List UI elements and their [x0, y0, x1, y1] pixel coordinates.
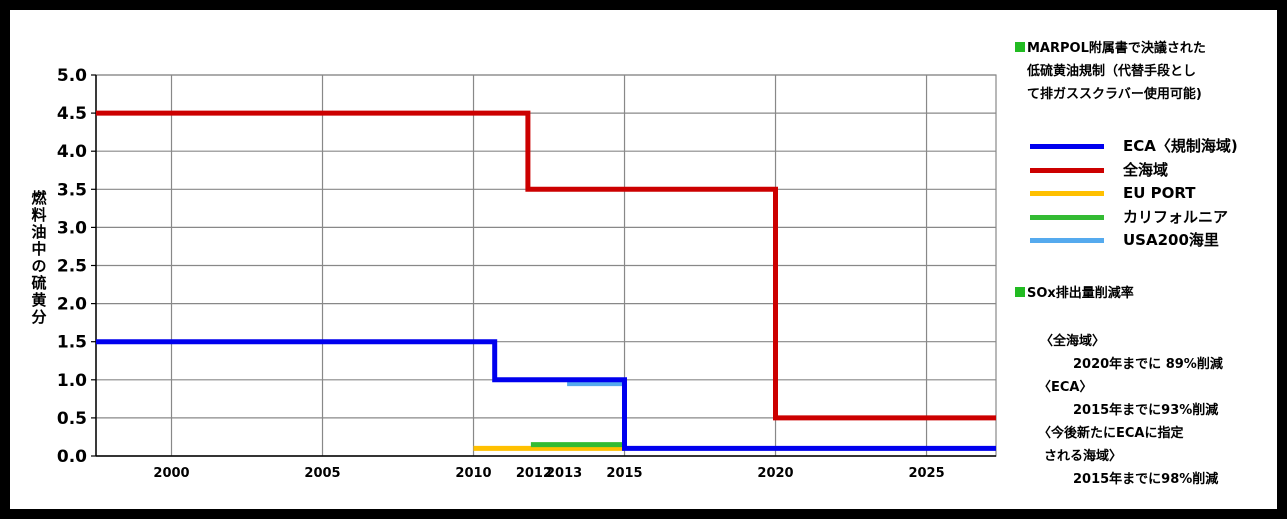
x-tick-label: 2005: [304, 466, 340, 481]
legend-label: EU PORT: [1123, 184, 1196, 203]
marpol-note: MARPOL附属書で決議された 低硫黄油規制（代替手段とし て排ガススクラバー使…: [1015, 37, 1206, 106]
sox-label-eca: 〈ECA〉: [1038, 380, 1093, 395]
y-tick-label: 1.5: [57, 333, 87, 353]
x-tick-label: 2010: [455, 466, 491, 481]
legend-swatch: [1030, 191, 1104, 197]
legend-swatch: [1030, 144, 1104, 149]
series-line: [96, 110, 996, 421]
sox-value-all: 2020年までに 89%削減: [1073, 357, 1223, 372]
y-tick-label: 0.5: [57, 409, 87, 429]
sox-value-new-eca: 2015年までに98%削減: [1073, 472, 1219, 487]
marpol-line-2: 低硫黄油規制（代替手段とし: [1027, 64, 1197, 79]
marpol-line-1: MARPOL附属書で決議された: [1027, 41, 1206, 56]
y-tick-label: 0.0: [57, 447, 87, 467]
series-line: [96, 339, 996, 451]
y-tick-label: 4.0: [57, 142, 87, 162]
y-tick-label: 4.5: [57, 104, 87, 124]
legend-swatch: [1030, 214, 1104, 220]
chart-frame: 0.0 0.5 1.0 1.5 2.0 2.5 3.0 3.5 4.0 4.5 5.0 2000 200…: [10, 10, 1277, 509]
sox-title-text: SOx排出量削減率: [1027, 286, 1134, 301]
y-tick-label: 2.0: [57, 295, 87, 315]
marpol-line-3: て排ガススクラバー使用可能): [1027, 87, 1202, 102]
green-square-icon: [1015, 42, 1025, 52]
sox-label-new-eca: 〈今後新たにECAに指定: [1038, 426, 1184, 441]
sox-title: SOx排出量削減率: [1015, 282, 1134, 305]
y-tick-label: 2.5: [57, 257, 87, 277]
x-tick-label: 2000: [153, 466, 189, 481]
x-tick-label: 2012: [516, 466, 552, 481]
sox-label-new-eca-2: される海域〉: [1044, 449, 1123, 464]
sox-label-all: 〈全海域〉: [1040, 334, 1106, 349]
green-square-icon: [1015, 287, 1025, 297]
x-tick-label: 2025: [908, 466, 944, 481]
legend-label: USA200海里: [1123, 231, 1219, 250]
y-tick-label: 1.0: [57, 371, 87, 391]
y-tick-label: 5.0: [57, 66, 87, 86]
legend-swatch: [1030, 238, 1104, 244]
sox-list: 〈全海域〉 2020年までに 89%削減 〈ECA〉 2015年までに93%削減…: [1038, 330, 1223, 491]
chart-plot: 0.0 0.5 1.0 1.5 2.0 2.5 3.0 3.5 4.0 4.5 5.0 2000 200…: [57, 66, 997, 481]
y-tick-label: 3.0: [57, 218, 87, 238]
y-tick-label: 3.5: [57, 180, 87, 200]
legend-label: ECA〈規制海域): [1123, 137, 1238, 155]
y-axis-label: 燃料油中の硫黄分: [31, 189, 47, 326]
legend-swatch: [1030, 167, 1104, 173]
x-tick-label: 2020: [757, 466, 793, 481]
sox-value-eca: 2015年までに93%削減: [1073, 403, 1219, 418]
legend-label: カリフォルニア: [1123, 207, 1229, 226]
legend-label: 全海域: [1123, 160, 1169, 179]
x-tick-label: 2015: [606, 466, 642, 481]
x-tick-label: 2013: [546, 466, 582, 481]
